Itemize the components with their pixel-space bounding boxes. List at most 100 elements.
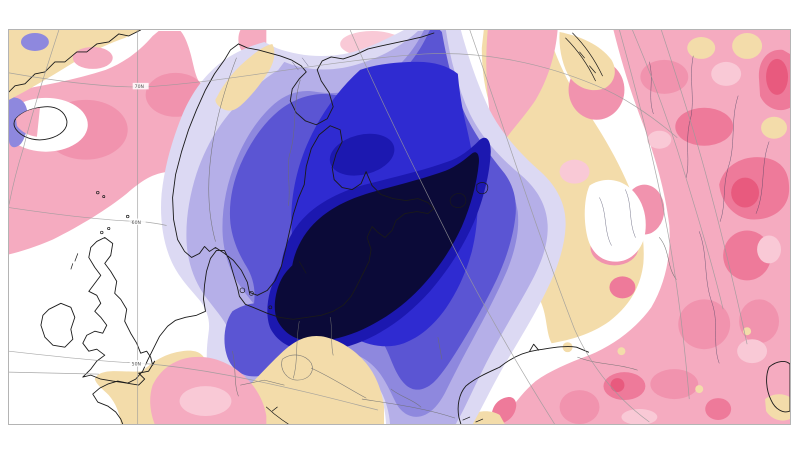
label-60n: 60N <box>132 220 141 226</box>
border-carpathians <box>310 367 367 399</box>
rivers <box>292 55 770 364</box>
coastline-novaya-zemlya <box>565 32 603 82</box>
country-borders <box>208 57 677 419</box>
warm-red-deep-core <box>610 378 625 393</box>
parallel-45n-segment <box>9 371 99 375</box>
border-czechia <box>281 354 313 381</box>
cold-anomaly-field <box>9 30 566 424</box>
iceland-pink-half <box>15 107 40 137</box>
border-norway-sweden <box>208 57 237 242</box>
border-germany-poland <box>292 320 300 379</box>
island-hebrides <box>70 253 79 270</box>
meridian-20e <box>349 30 555 424</box>
europe-temperature-anomaly-map: 70N 60N 50N <box>9 30 790 424</box>
warm-red-deep-core <box>731 177 760 208</box>
neutral-white-ural-patch <box>584 179 646 262</box>
warm-red-deep-core <box>766 58 789 95</box>
warm-mid-patch <box>640 59 689 94</box>
border-alps <box>240 379 285 386</box>
parallel-50n <box>9 350 379 411</box>
border-moldova <box>437 336 443 360</box>
border-russia-kazakh <box>659 237 677 280</box>
label-70n: 70N <box>135 84 144 90</box>
tan-dab <box>695 385 704 394</box>
great-britain-land <box>82 237 156 386</box>
tan-patch <box>732 32 763 59</box>
greenland-coastline <box>9 30 142 93</box>
coastline-black-sea-west <box>457 366 501 424</box>
warm-light-patch <box>647 130 672 149</box>
warm-light-patch <box>757 235 782 264</box>
label-chip-60n <box>129 218 146 226</box>
norway-coastal-tan-strip <box>215 43 275 111</box>
border-france-germany <box>232 350 239 397</box>
graticule <box>9 30 748 424</box>
river-east <box>755 141 770 214</box>
river-ob <box>719 95 739 222</box>
coastline-black-sea-north <box>499 343 589 368</box>
coastlines <box>70 32 603 424</box>
warm-mid-patch <box>559 390 600 424</box>
island-danish-1 <box>239 287 246 294</box>
border-finland-russia <box>288 79 301 206</box>
greenland-blue-patch <box>20 32 49 51</box>
island-bornholm <box>268 305 273 310</box>
warm-light-patch <box>737 339 768 364</box>
lake-onega <box>476 182 489 195</box>
map-frame: 70N 60N 50N <box>8 29 791 425</box>
river-pechora <box>686 55 694 178</box>
tan-dab <box>743 327 752 336</box>
cold-dark-patch-karelia <box>329 133 395 176</box>
river-north <box>649 61 654 115</box>
graticule-labels: 70N 60N 50N <box>129 82 149 368</box>
land-overlays <box>9 30 385 424</box>
greenland-pink-patch <box>72 46 113 69</box>
iceland-land <box>13 106 68 141</box>
coastline-marmara-marks <box>462 416 484 423</box>
meridian-60e <box>660 30 748 345</box>
border-caucasus <box>577 356 638 371</box>
island-gotland <box>298 261 307 274</box>
warm-blob-norwegian-sea <box>9 30 270 255</box>
warm-light-patch <box>711 61 742 86</box>
meridian-50e <box>632 30 724 310</box>
island-orkney-2 <box>107 226 111 231</box>
border-poland-east <box>329 316 334 356</box>
coastline-continental-europe <box>92 43 435 424</box>
river-volga <box>698 231 720 364</box>
border-danube <box>361 398 456 419</box>
label-50n: 50N <box>132 362 141 368</box>
coastline-adriatic <box>265 406 289 424</box>
warm-red-patch <box>609 276 636 299</box>
tan-patch <box>761 116 788 139</box>
ireland-land <box>40 302 76 348</box>
warm-light-patch <box>621 409 658 424</box>
tan-patch <box>687 36 716 59</box>
warm-column-kara <box>486 30 558 148</box>
island-danish-2 <box>249 290 254 296</box>
tan-dab <box>617 347 626 356</box>
coastline-kola-white-sea <box>237 32 435 126</box>
parallel-70n <box>9 53 678 138</box>
warm-red-patch <box>675 107 734 146</box>
france-warm-inner <box>179 386 232 417</box>
warm-light-patch <box>559 159 590 184</box>
island-faroe <box>96 190 100 195</box>
island-shetland <box>126 214 130 219</box>
label-chip-50n <box>129 360 146 367</box>
caspian-sea <box>766 361 790 413</box>
warm-red-patch <box>705 398 732 421</box>
island-orkney <box>100 230 104 235</box>
meridian-30e <box>469 30 650 423</box>
meridian-40e <box>619 30 690 400</box>
river-kama-2 <box>625 189 636 238</box>
river-kama-1 <box>599 197 612 246</box>
cold-core-bean <box>274 152 479 342</box>
warm-mid-patch <box>650 369 699 400</box>
label-chip-70n <box>132 82 149 90</box>
warm-mid-patch <box>678 299 731 350</box>
border-balkans <box>390 388 422 408</box>
meridian-west <box>9 30 60 205</box>
tan-dab <box>562 342 573 353</box>
